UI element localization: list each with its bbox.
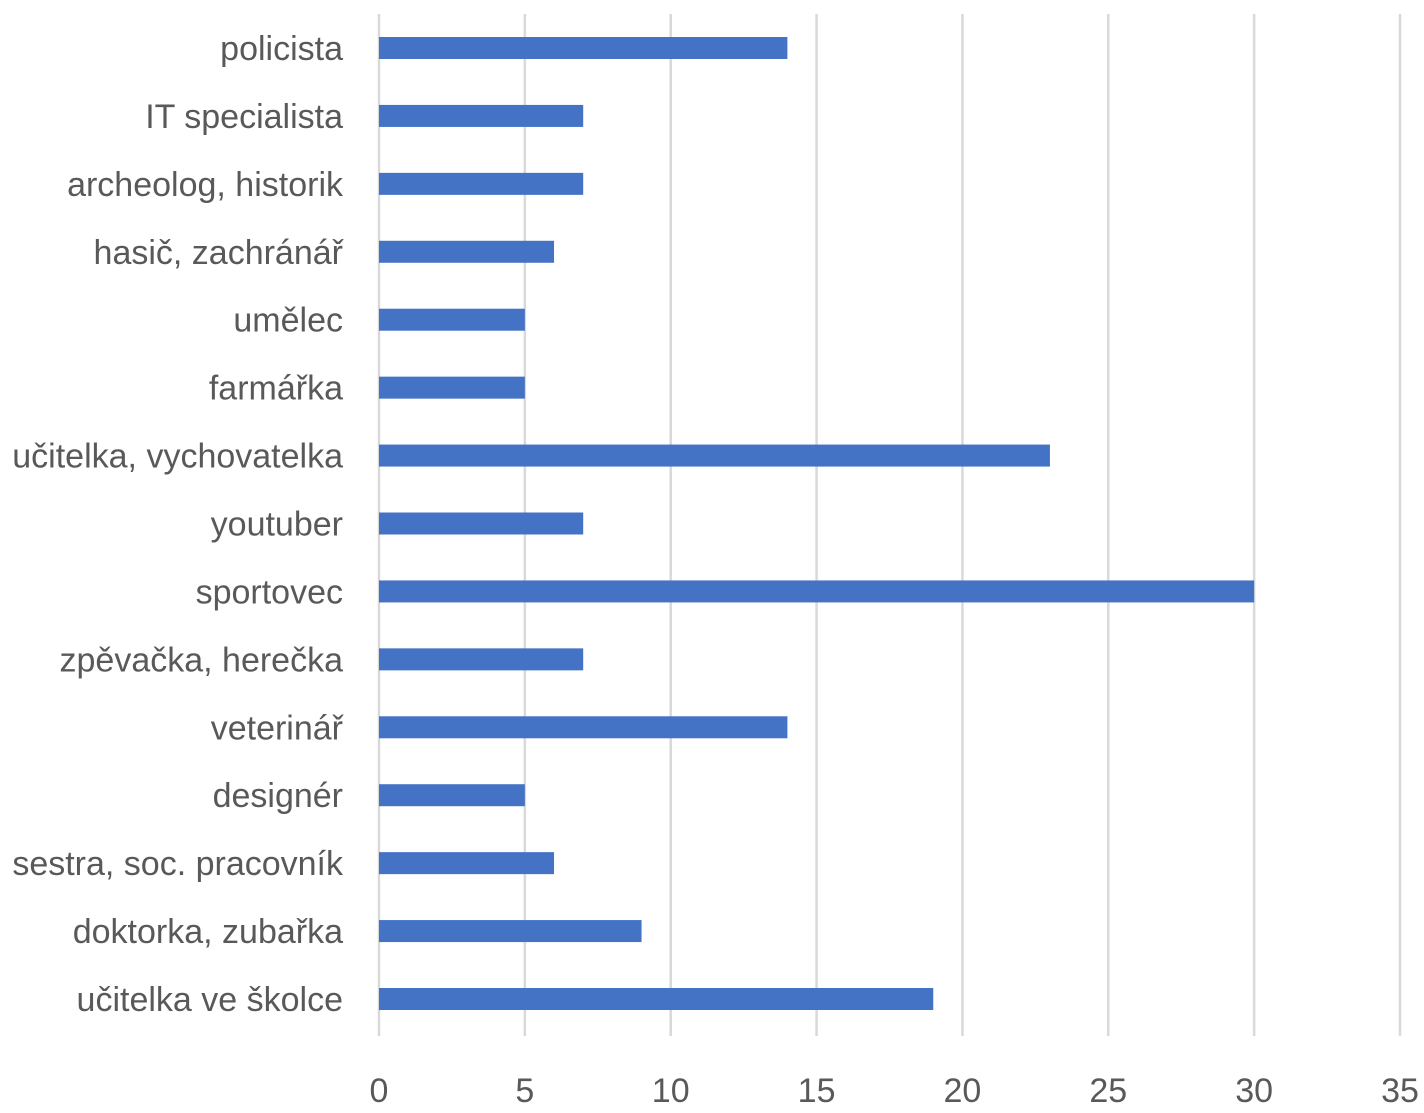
x-tick-label: 30	[1235, 1072, 1273, 1108]
x-tick-label: 35	[1381, 1072, 1419, 1108]
bar	[379, 784, 525, 807]
x-tick-label: 0	[370, 1072, 389, 1108]
x-tick-label: 20	[944, 1072, 982, 1108]
category-label: sportovec	[196, 573, 343, 611]
x-tick-label: 5	[515, 1072, 534, 1108]
bars	[379, 37, 1255, 1010]
category-label: veterinář	[211, 709, 344, 747]
x-tick-labels: 0 5 10 15 20 25 30 35	[370, 1072, 1419, 1110]
category-label: učitelka, vychovatelka	[12, 438, 343, 476]
category-label: youtuber	[211, 506, 343, 544]
bar	[379, 716, 788, 739]
x-tick-label: 10	[652, 1072, 690, 1108]
category-label: sestra, soc. pracovník	[12, 845, 344, 883]
category-label: hasič, zachránář	[94, 234, 344, 272]
bar	[379, 920, 642, 943]
category-label: designér	[213, 777, 343, 815]
category-label: umělec	[233, 302, 343, 340]
bar	[379, 648, 584, 671]
category-labels: policista IT specialista archeolog, histor…	[12, 30, 344, 1019]
bar	[379, 172, 584, 195]
category-label: zpěvačka, herečka	[60, 641, 344, 679]
bar	[379, 308, 525, 331]
category-label: archeolog, historik	[67, 166, 344, 204]
bar	[379, 444, 1050, 467]
category-label: policista	[220, 30, 343, 68]
bar	[379, 988, 934, 1010]
category-label: doktorka, zubařka	[73, 913, 343, 951]
bar	[379, 240, 555, 263]
x-tick-label: 25	[1089, 1072, 1127, 1108]
category-label: učitelka ve školce	[77, 981, 343, 1019]
bar	[379, 512, 584, 535]
bar	[379, 104, 584, 127]
bar	[379, 37, 788, 59]
x-tick-label: 15	[798, 1072, 836, 1108]
category-label: farmářka	[209, 370, 343, 408]
bar	[379, 852, 555, 875]
category-label: IT specialista	[145, 98, 343, 136]
bar	[379, 580, 1255, 603]
bar	[379, 376, 525, 399]
